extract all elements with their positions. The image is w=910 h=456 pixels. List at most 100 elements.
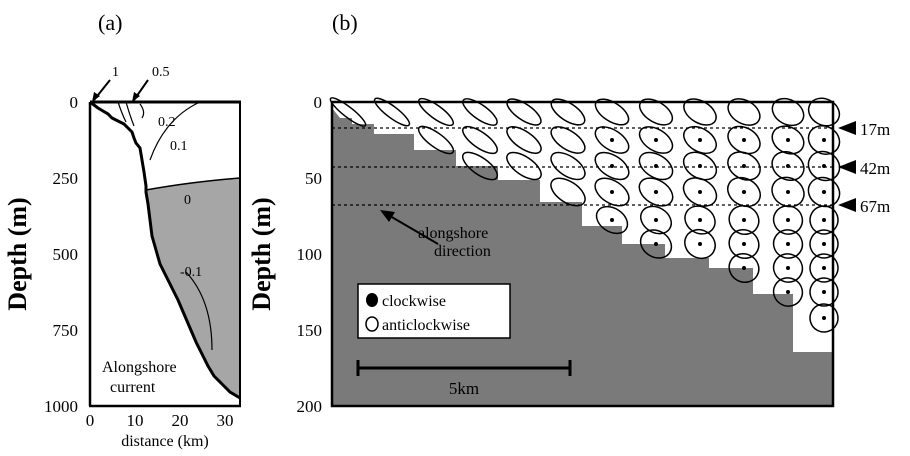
tidal-ellipse xyxy=(594,98,630,126)
ellipse-center-dot xyxy=(654,138,658,142)
ytick: 50 xyxy=(305,169,322,188)
alongshore-current-note-2: current xyxy=(110,379,156,396)
panel-a-yaxis: 0 250 500 750 1000 xyxy=(44,93,78,416)
contour-0.1a xyxy=(125,101,135,127)
ellipse-center-dot xyxy=(822,190,826,194)
tidal-ellipse xyxy=(638,98,674,126)
tidal-ellipse xyxy=(771,125,805,155)
tidal-ellipse xyxy=(727,176,761,208)
panel-b-label: (b) xyxy=(332,10,358,35)
ellipse-center-dot xyxy=(654,190,658,194)
ellipse-center-dot xyxy=(610,138,614,142)
ellipse-center-dot xyxy=(786,190,790,194)
tidal-ellipse xyxy=(772,277,804,307)
tidal-ellipse xyxy=(728,252,760,284)
tidal-ellipse xyxy=(550,151,586,181)
panel-a-ylabel: Depth (m) xyxy=(3,197,32,310)
ellipse-center-dot xyxy=(698,138,702,142)
panel-a-bathymetry xyxy=(89,100,241,400)
ellipse-center-dot xyxy=(654,242,658,246)
ellipse-center-dot xyxy=(822,266,826,270)
panel-b-ylabel: Depth (m) xyxy=(247,197,276,310)
legend-box xyxy=(357,283,511,339)
negative-current-region xyxy=(146,178,240,398)
tidal-ellipse xyxy=(506,98,542,126)
xtick: 30 xyxy=(217,411,234,430)
tidal-ellipse xyxy=(771,97,805,127)
ellipse-center-dot xyxy=(698,218,702,222)
tidal-ellipse xyxy=(639,229,673,259)
tidal-ellipse xyxy=(728,205,760,235)
contour-0.2 xyxy=(117,101,127,123)
tidal-ellipse xyxy=(594,126,630,154)
ytick: 0 xyxy=(314,93,323,112)
tidal-ellipse xyxy=(684,205,716,235)
xtick: 10 xyxy=(127,411,144,430)
tidal-ellipse xyxy=(550,98,586,126)
ellipse-center-dot xyxy=(742,266,746,270)
legend-anticlockwise: anticlockwise xyxy=(382,317,470,334)
depth-markers: 17m 42m 67m xyxy=(838,120,890,216)
alongshore-current-note-1: Alongshore xyxy=(102,359,177,376)
tidal-ellipse xyxy=(417,97,455,127)
ellipse-center-dot xyxy=(822,164,826,168)
ellipse-center-dot xyxy=(786,218,790,222)
tidal-ellipse xyxy=(506,126,542,154)
tidal-ellipse xyxy=(772,229,804,259)
xtick: 0 xyxy=(86,411,95,430)
tidal-ellipse xyxy=(772,253,804,283)
tidal-ellipse xyxy=(595,205,629,235)
tidal-ellipse xyxy=(772,205,804,235)
tidal-ellipse xyxy=(373,97,411,127)
ellipse-center-dot xyxy=(742,218,746,222)
contour-label-minus-0.1: -0.1 xyxy=(180,265,202,280)
contour-label-0.2: 0.2 xyxy=(158,115,176,130)
alongshore-label-2: direction xyxy=(434,243,491,260)
tidal-ellipse xyxy=(683,98,717,126)
ellipse-center-dot xyxy=(742,190,746,194)
contour-label-0: 0 xyxy=(184,193,191,208)
tidal-ellipse xyxy=(809,277,839,307)
contour-label-0.1: 0.1 xyxy=(170,139,188,154)
tidal-ellipse xyxy=(594,177,630,207)
ellipse-center-dot xyxy=(786,138,790,142)
tidal-ellipse xyxy=(594,151,630,181)
tidal-ellipse xyxy=(462,125,498,155)
tidal-ellipse xyxy=(638,151,674,181)
tidal-ellipse xyxy=(638,126,674,154)
legend-clockwise: clockwise xyxy=(382,293,446,310)
contour-small xyxy=(139,103,145,119)
ytick: 1000 xyxy=(44,397,78,416)
ellipse-center-dot xyxy=(610,164,614,168)
ellipse-center-dot xyxy=(742,164,746,168)
panel-a-xlabel: distance (km) xyxy=(121,433,209,450)
tidal-ellipse xyxy=(727,125,761,155)
panel-a-label: (a) xyxy=(98,10,122,35)
tidal-ellipses xyxy=(329,97,841,333)
tidal-ellipse xyxy=(329,97,367,127)
xtick: 20 xyxy=(172,411,189,430)
ytick: 750 xyxy=(53,321,79,340)
tidal-ellipse xyxy=(682,177,718,207)
ellipse-center-dot xyxy=(822,290,826,294)
panel-a-xaxis: 0 10 20 30 xyxy=(86,411,234,430)
ytick: 0 xyxy=(70,93,79,112)
tidal-ellipse xyxy=(728,228,760,260)
ellipse-center-dot xyxy=(742,138,746,142)
ellipse-center-dot xyxy=(786,242,790,246)
alongshore-arrow xyxy=(380,210,395,222)
ellipse-center-dot xyxy=(822,242,826,246)
ellipse-center-dot xyxy=(742,242,746,246)
tidal-ellipse xyxy=(771,176,805,208)
panel-a-plot: 1 0.5 0.2 0.1 0 -0.1 Alongshore current xyxy=(88,65,241,408)
ytick: 500 xyxy=(53,245,79,264)
tidal-ellipse xyxy=(638,177,674,207)
ytick: 150 xyxy=(297,321,323,340)
panel-b-yaxis: 0 50 100 150 200 xyxy=(297,93,323,416)
ellipse-center-dot xyxy=(786,266,790,270)
ellipse-center-dot xyxy=(698,164,702,168)
tidal-ellipse xyxy=(727,151,761,181)
tidal-ellipse xyxy=(809,303,839,333)
depth-marker-67m: 67m xyxy=(860,197,890,216)
